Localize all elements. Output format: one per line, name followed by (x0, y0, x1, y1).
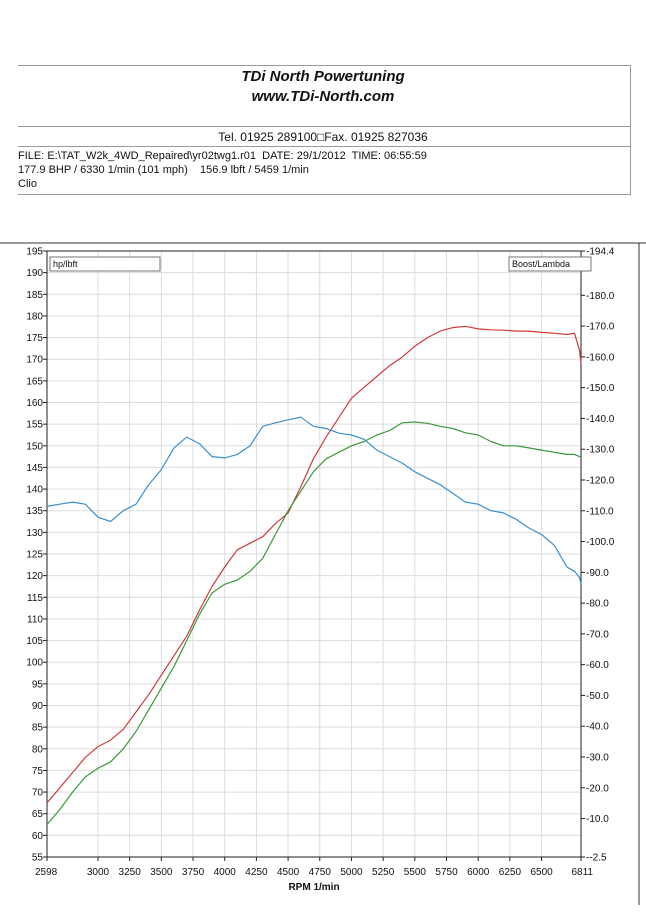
x-tick-label: 2598 (35, 867, 58, 878)
header-right-rule (630, 65, 631, 195)
x-tick-label: 4750 (309, 867, 332, 878)
right-tick-label: --2.5 (586, 853, 607, 864)
left-tick-label: 105 (26, 636, 43, 647)
right-tick-label: -130.0 (586, 445, 615, 456)
series-line-2 (46, 421, 581, 825)
left-tick-label: 80 (32, 744, 44, 755)
left-tick-label: 195 (26, 247, 43, 258)
left-tick-label: 185 (26, 290, 43, 301)
left-tick-label: 140 (26, 485, 43, 496)
left-tick-label: 135 (26, 506, 43, 517)
x-tick-label: 3500 (150, 867, 173, 878)
left-tick-label: 60 (32, 831, 44, 842)
x-tick-label: 3250 (119, 867, 142, 878)
x-tick-label: 5750 (435, 867, 458, 878)
series-lines (46, 325, 582, 825)
company-name: TDi North Powertuning (241, 68, 405, 85)
header-top-rule (18, 65, 630, 66)
right-tick-label: -120.0 (586, 475, 615, 486)
left-tick-label: 150 (26, 441, 43, 452)
left-tick-label: 110 (27, 614, 43, 625)
right-tick-label: -170.0 (586, 322, 615, 333)
x-tick-label: 5250 (372, 867, 395, 878)
chart-grid (46, 250, 582, 858)
right-tick-label: -70.0 (586, 629, 609, 640)
x-tick-label: 6811 (571, 867, 593, 878)
x-tick-label: 6000 (467, 867, 490, 878)
x-axis-title: RPM 1/min (288, 882, 339, 893)
header-mid-rule (18, 126, 630, 127)
right-tick-label: -20.0 (586, 783, 609, 794)
file-info-line: FILE: E:\TAT_W2k_4WD_Repaired\yr02twg1.r… (18, 150, 427, 162)
x-tick-label: 5500 (404, 867, 427, 878)
left-tick-label: 145 (26, 463, 43, 474)
right-tick-label: -110.0 (586, 506, 614, 517)
vehicle-line: Clio (18, 178, 37, 190)
x-tick-label: 5000 (340, 867, 363, 878)
left-tick-label: 115 (27, 593, 43, 604)
left-tick-label: 190 (26, 268, 43, 279)
x-tick-label: 4000 (214, 867, 237, 878)
x-axis-ticks: 2598 3000 3250 3500 3750 4000 4250 4500 4750 5000… (35, 857, 593, 878)
x-tick-label: 4250 (245, 867, 268, 878)
left-tick-label: 100 (26, 658, 43, 669)
right-tick-label: -60.0 (586, 660, 609, 671)
left-tick-label: 180 (26, 311, 43, 322)
x-tick-label: 4500 (277, 867, 300, 878)
right-axis-ticks: -194.4 -180.0 -170.0 -160.0 -150.0 -140.0 -130… (581, 247, 615, 864)
left-legend-label: hp/lbft (53, 259, 78, 269)
right-legend-box (508, 256, 592, 272)
x-tick-label: 3000 (87, 867, 110, 878)
series-line-1 (46, 325, 582, 804)
right-tick-label: -80.0 (586, 599, 609, 610)
x-tick-label: 6250 (499, 867, 522, 878)
left-tick-label: 130 (26, 528, 43, 539)
right-tick-label: -140.0 (586, 414, 615, 425)
left-tick-label: 65 (32, 809, 44, 820)
left-tick-label: 55 (32, 853, 44, 864)
company-website: www.TDi-North.com (251, 88, 395, 105)
right-tick-label: -10.0 (586, 814, 609, 825)
left-axis-ticks: 195 190 185 180 175 170 165 160 155 150 145 140 135 1… (26, 247, 47, 864)
left-tick-label: 75 (32, 766, 44, 777)
x-tick-label: 6500 (530, 867, 553, 878)
left-tick-label: 160 (26, 398, 43, 409)
left-tick-label: 90 (32, 701, 44, 712)
series-line-3 (46, 416, 582, 585)
right-tick-label: -40.0 (586, 722, 609, 733)
right-tick-label: -50.0 (586, 691, 609, 702)
right-legend-label: Boost/Lambda (512, 259, 570, 269)
right-tick-label: -180.0 (586, 291, 615, 302)
power-summary-line: 177.9 BHP / 6330 1/min (101 mph) 156.9 l… (18, 164, 309, 176)
left-legend-box (49, 256, 161, 272)
right-tick-label: -30.0 (586, 752, 609, 763)
left-tick-label: 120 (26, 571, 43, 582)
left-tick-label: 70 (32, 788, 44, 799)
right-tick-label: -150.0 (586, 383, 615, 394)
left-tick-label: 155 (26, 420, 43, 431)
left-tick-label: 165 (26, 376, 43, 387)
right-tick-label: -100.0 (586, 537, 615, 548)
x-tick-label: 3750 (182, 867, 205, 878)
right-tick-label: -194.4 (586, 247, 615, 258)
left-tick-label: 85 (32, 723, 44, 734)
contact-line: Tel. 01925 289100□Fax. 01925 827036 (218, 130, 428, 144)
header-contact-rule (18, 146, 630, 147)
left-tick-label: 175 (26, 333, 43, 344)
left-tick-label: 170 (26, 355, 43, 366)
right-tick-label: -90.0 (586, 568, 609, 579)
left-tick-label: 125 (26, 550, 43, 561)
left-tick-label: 95 (32, 679, 44, 690)
header-bottom-rule (18, 194, 630, 195)
right-tick-label: -160.0 (586, 352, 615, 363)
